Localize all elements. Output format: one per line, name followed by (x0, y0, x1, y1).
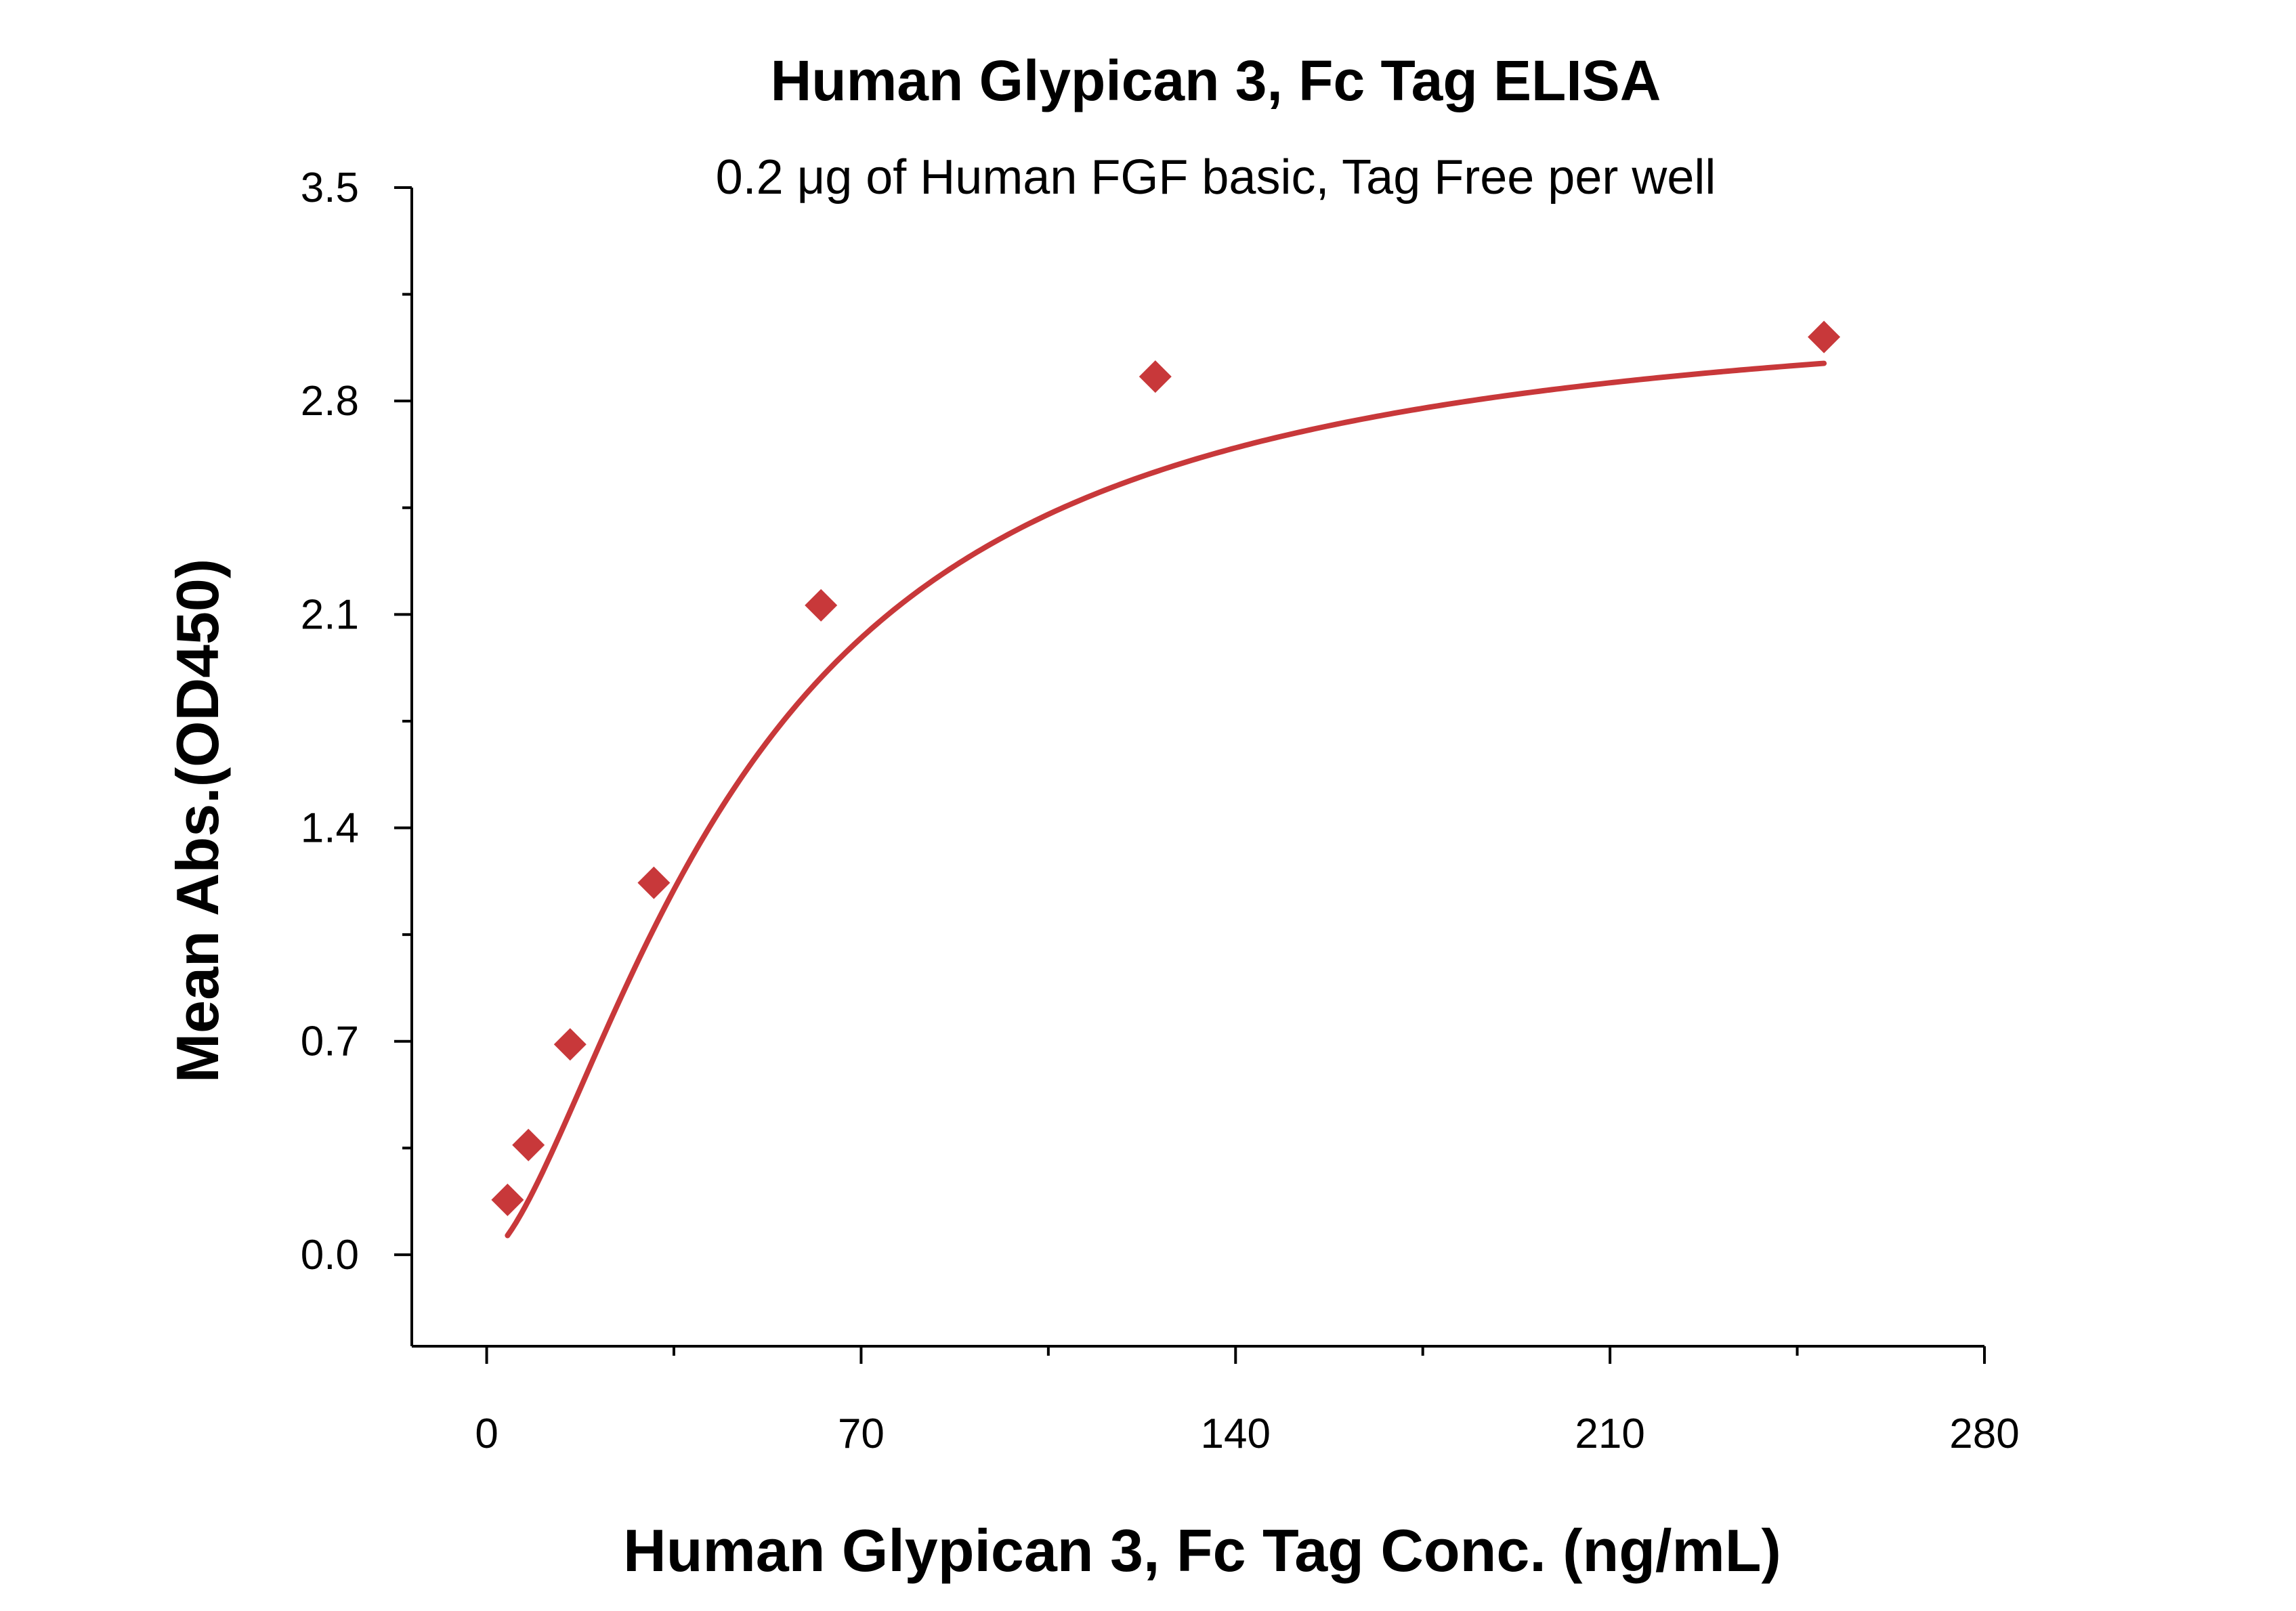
chart-subtitle: 0.2 μg of Human FGF basic, Tag Free per … (716, 150, 1716, 205)
data-point-marker (637, 866, 671, 899)
data-point-marker (512, 1128, 545, 1161)
data-point-marker (491, 1183, 524, 1216)
y-tick-label: 0.7 (301, 1018, 359, 1065)
x-tick-labels: 0 70 140 210 280 (475, 1411, 2019, 1457)
y-axis-label: Mean Abs.(OD450) (164, 559, 231, 1083)
data-point-marker (1139, 360, 1172, 393)
y-tick-label: 2.1 (301, 591, 359, 638)
axes (410, 188, 1984, 1348)
data-points (491, 320, 1841, 1216)
y-tick-label: 2.8 (301, 378, 359, 425)
x-tick-label: 0 (475, 1411, 498, 1457)
x-axis-label: Human Glypican 3, Fc Tag Conc. (ng/mL) (623, 1517, 1781, 1584)
chart-title: Human Glypican 3, Fc Tag ELISA (771, 49, 1661, 112)
x-tick-label: 280 (1949, 1411, 2019, 1457)
x-ticks (485, 1346, 1986, 1364)
y-tick-label: 3.5 (301, 165, 359, 211)
x-tick-label: 70 (838, 1411, 885, 1457)
y-tick-label: 0.0 (301, 1232, 359, 1279)
fit-curve (505, 360, 1827, 1239)
x-tick-label: 210 (1575, 1411, 1644, 1457)
y-ticks (394, 186, 412, 1256)
data-point-marker (1808, 320, 1841, 353)
x-tick-label: 140 (1201, 1411, 1271, 1457)
data-point-marker (553, 1028, 587, 1061)
data-point-marker (805, 588, 838, 622)
y-tick-labels: 0.0 0.7 1.4 2.1 2.8 3.5 (301, 165, 359, 1279)
y-tick-label: 1.4 (301, 805, 359, 852)
